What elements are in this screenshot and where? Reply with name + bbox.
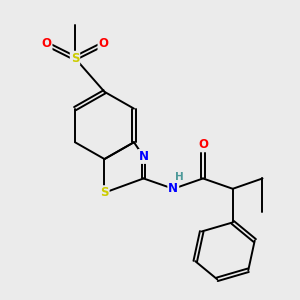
Text: S: S [71, 52, 79, 65]
Text: O: O [198, 138, 208, 151]
Text: O: O [98, 38, 108, 50]
Text: N: N [139, 150, 148, 163]
Text: O: O [42, 38, 52, 50]
Text: N: N [168, 182, 178, 195]
Text: S: S [100, 186, 109, 199]
Text: H: H [176, 172, 184, 182]
